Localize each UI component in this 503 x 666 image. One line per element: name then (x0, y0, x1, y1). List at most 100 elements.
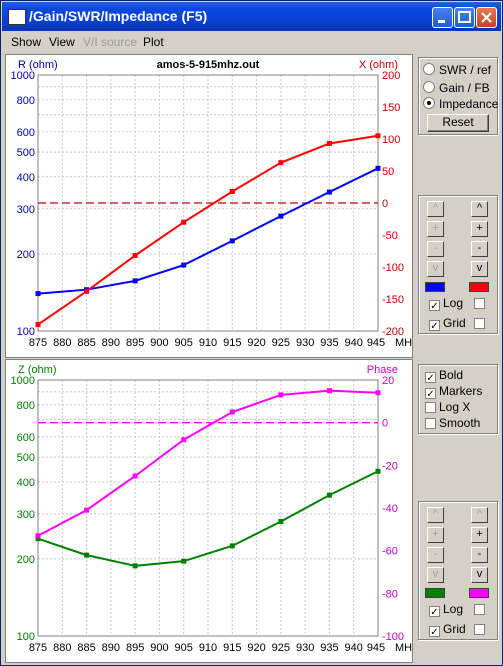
menu-view[interactable]: View (49, 35, 75, 49)
x-tick-label: 880 (53, 642, 71, 654)
left-axis-up-button[interactable]: ^ (427, 507, 444, 523)
right-axis-down-button[interactable]: v (471, 567, 488, 583)
checkbox-box: ✓ (425, 372, 436, 384)
x-tick-label: 940 (345, 337, 363, 349)
right-axis-up-button[interactable]: ^ (471, 201, 488, 217)
right-tick-label: -50 (382, 230, 398, 242)
right-axis-label: X (ohm) (359, 59, 398, 71)
data-point-x (375, 133, 381, 139)
checkbox-box (425, 402, 436, 413)
data-point-phase (84, 507, 90, 513)
log-checkbox-right[interactable] (474, 296, 488, 310)
left-tick-label: 500 (17, 147, 35, 159)
grid-checkbox-left[interactable]: ✓ Grid (429, 622, 466, 638)
data-point-r (326, 189, 332, 195)
x-tick-label: 915 (223, 642, 241, 654)
grid-label: Grid (443, 316, 466, 330)
right-axis-up-button[interactable]: ^ (471, 507, 488, 523)
left-tick-label: 1000 (11, 375, 35, 387)
right-axis-down-button[interactable]: v (471, 261, 488, 277)
markers-checkbox[interactable]: ✓ Markers (425, 384, 482, 400)
checkbox-box: ✓ (425, 388, 436, 400)
radio-impedance[interactable]: Impedance (423, 97, 498, 111)
data-point-z (278, 519, 284, 525)
right-tick-label: -60 (382, 546, 398, 558)
right-tick-label: 0 (382, 418, 388, 430)
app-icon (8, 9, 26, 25)
grid-checkbox-right[interactable] (474, 622, 488, 636)
log-x-checkbox[interactable]: Log X (425, 400, 470, 414)
maximize-button[interactable] (454, 7, 475, 28)
title-bar[interactable]: /Gain/SWR/Impedance (F5) (2, 2, 501, 31)
data-point-r (278, 213, 284, 219)
x-tick-label: 945 (367, 337, 385, 349)
x-tick-label: 880 (53, 337, 71, 349)
menu-bar: Show View V/I source Plot (2, 32, 501, 51)
left-axis-zoom-in-button[interactable]: + (427, 221, 444, 237)
right-tick-label: 20 (382, 375, 394, 387)
menu-vi-source[interactable]: V/I source (83, 35, 138, 49)
right-axis-zoom-out-button[interactable]: - (471, 241, 488, 257)
series-line-x (37, 134, 379, 326)
checkbox-box (425, 418, 436, 429)
right-series-color-swatch[interactable] (469, 588, 489, 598)
x-tick-label: 905 (175, 642, 193, 654)
left-axis-zoom-out-button[interactable]: - (427, 241, 444, 257)
display-options-group: ✓ Bold ✓ Markers Log X Smooth (418, 364, 498, 434)
right-axis-zoom-in-button[interactable]: + (471, 221, 488, 237)
smooth-checkbox[interactable]: Smooth (425, 416, 480, 430)
log-checkbox-left[interactable]: ✓ Log (429, 602, 463, 618)
data-point-r (35, 291, 41, 297)
reset-button[interactable]: Reset (427, 114, 489, 132)
menu-plot[interactable]: Plot (143, 35, 164, 49)
data-point-z (326, 492, 332, 498)
left-tick-label: 800 (17, 400, 35, 412)
z-phase-chart: Z (ohm) Phase1002003004005006008001000-10… (11, 364, 418, 654)
right-series-color-swatch[interactable] (469, 282, 489, 292)
radio-label: Impedance (439, 97, 499, 111)
x-tick-label: 945 (367, 642, 385, 654)
right-tick-label: -20 (382, 460, 398, 472)
x-tick-label: 895 (126, 337, 144, 349)
left-tick-label: 800 (17, 95, 35, 107)
data-point-x (84, 288, 90, 294)
left-axis-zoom-in-button[interactable]: + (427, 527, 444, 543)
right-axis-zoom-in-button[interactable]: + (471, 527, 488, 543)
checkbox-box: ✓ (429, 320, 440, 332)
x-tick-label: 925 (272, 642, 290, 654)
data-point-x (181, 219, 187, 225)
radio-swr-ref[interactable]: SWR / ref (423, 63, 491, 77)
x-tick-label: 885 (77, 337, 95, 349)
data-point-x (278, 160, 284, 166)
right-axis-zoom-out-button[interactable]: - (471, 547, 488, 563)
left-axis-down-button[interactable]: v (427, 261, 444, 277)
radio-dot (423, 63, 435, 75)
log-checkbox-right[interactable] (474, 602, 488, 616)
left-axis-up-button[interactable]: ^ (427, 201, 444, 217)
left-axis-down-button[interactable]: v (427, 567, 444, 583)
grid-checkbox-left[interactable]: ✓ Grid (429, 316, 466, 332)
data-point-z (35, 536, 41, 542)
left-series-color-swatch[interactable] (425, 588, 445, 598)
minimize-icon (438, 20, 445, 23)
x-tick-label: 895 (126, 642, 144, 654)
log-label: Log (443, 296, 464, 310)
data-point-x (132, 252, 138, 258)
data-point-phase (278, 392, 284, 398)
left-tick-label: 100 (17, 631, 35, 643)
menu-show[interactable]: Show (11, 35, 42, 49)
log-x-label: Log X (439, 400, 471, 414)
x-tick-label: 875 (29, 642, 47, 654)
right-tick-label: -100 (382, 262, 404, 274)
minimize-button[interactable] (432, 7, 453, 28)
left-axis-zoom-out-button[interactable]: - (427, 547, 444, 563)
radio-gain-fb[interactable]: Gain / FB (423, 81, 490, 95)
close-button[interactable] (476, 7, 497, 28)
left-axis-label: Z (ohm) (18, 364, 57, 376)
mode-group: SWR / ref Gain / FB Impedance Reset (418, 57, 498, 135)
left-axis-label: R (ohm) (18, 59, 58, 71)
left-series-color-swatch[interactable] (425, 282, 445, 292)
bold-checkbox[interactable]: ✓ Bold (425, 368, 463, 384)
log-checkbox-left[interactable]: ✓ Log (429, 296, 464, 312)
grid-checkbox-right[interactable] (474, 316, 488, 330)
